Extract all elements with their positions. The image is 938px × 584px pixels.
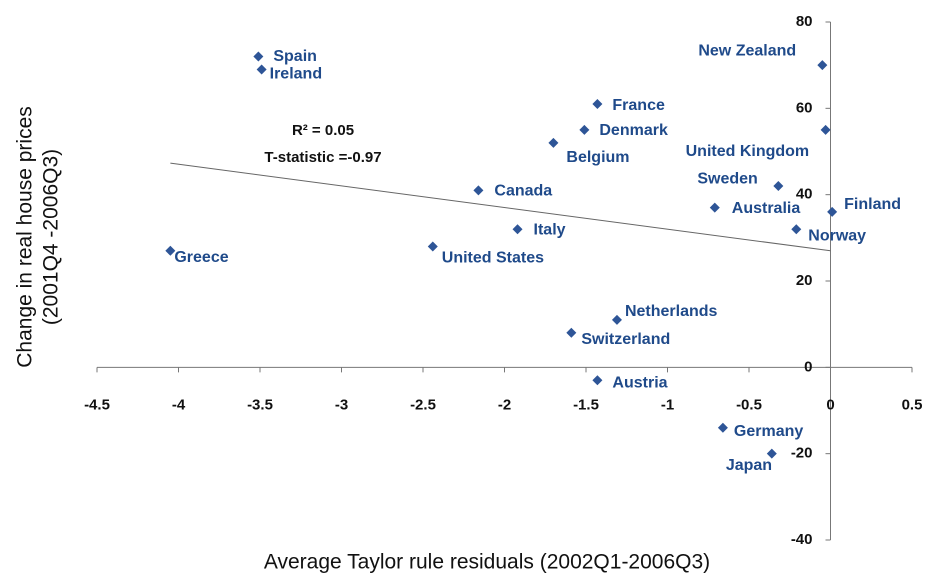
point-label: Switzerland	[581, 331, 670, 348]
y-axis-title: (2001Q4 -2006Q3)	[40, 149, 63, 325]
point	[253, 51, 264, 62]
point	[256, 64, 267, 75]
x-tick-label: -1	[661, 396, 674, 413]
point-label: Belgium	[566, 149, 629, 166]
point-label: Italy	[534, 221, 566, 238]
point	[548, 137, 559, 148]
y-tick-label: 0	[804, 358, 812, 375]
point-label: United Kingdom	[686, 143, 810, 160]
x-tick-label: 0.5	[902, 396, 923, 413]
point	[611, 314, 622, 325]
x-tick-label: -3	[335, 396, 348, 413]
point	[427, 241, 438, 252]
point-label: Denmark	[599, 122, 668, 139]
point-label: France	[612, 97, 665, 114]
point	[165, 245, 176, 256]
point-label: Norway	[808, 227, 866, 244]
point	[579, 124, 590, 135]
point-label: Netherlands	[625, 303, 718, 320]
point	[766, 448, 777, 459]
point	[773, 181, 784, 192]
point	[817, 60, 828, 71]
x-tick-label: -4.5	[84, 396, 110, 413]
y-axis-title: Change in real house prices	[14, 106, 37, 368]
point	[473, 185, 484, 196]
point-label: Spain	[273, 48, 317, 65]
point-label: Sweden	[697, 170, 757, 187]
x-tick-label: -1.5	[573, 396, 599, 413]
y-tick-label: 80	[796, 13, 813, 30]
annotation: R² = 0.05	[292, 122, 354, 139]
point-label: Germany	[734, 423, 803, 440]
point-label: Austria	[612, 375, 667, 392]
point	[709, 202, 720, 213]
trendline	[170, 162, 831, 252]
x-axis-title: Average Taylor rule residuals (2002Q1-20…	[264, 551, 710, 574]
annotation: T-statistic =-0.97	[264, 149, 381, 166]
point-label: Japan	[726, 457, 772, 474]
point-label: Australia	[732, 200, 801, 217]
point-label: New Zealand	[698, 42, 796, 59]
point	[592, 375, 603, 386]
point	[566, 327, 577, 338]
point	[512, 224, 523, 235]
y-tick-label: -20	[791, 445, 813, 462]
point-label: Canada	[494, 183, 552, 200]
y-tick-label: 60	[796, 99, 813, 116]
y-tick-label: 40	[796, 186, 813, 203]
point	[717, 422, 728, 433]
x-tick-label: -0.5	[736, 396, 762, 413]
point-label: Greece	[174, 249, 228, 266]
x-tick-label: -3.5	[247, 396, 273, 413]
point	[592, 99, 603, 110]
point	[820, 124, 831, 135]
x-tick-label: -2.5	[410, 396, 436, 413]
x-tick-label: -4	[172, 396, 186, 413]
point-label: Finland	[844, 196, 901, 213]
y-tick-label: 20	[796, 272, 813, 289]
x-tick-label: 0	[826, 396, 834, 413]
point	[827, 206, 838, 217]
point-label: United States	[442, 250, 544, 267]
point-label: Ireland	[270, 66, 322, 83]
y-tick-label: -40	[791, 531, 813, 548]
point	[791, 224, 802, 235]
x-tick-label: -2	[498, 396, 511, 413]
